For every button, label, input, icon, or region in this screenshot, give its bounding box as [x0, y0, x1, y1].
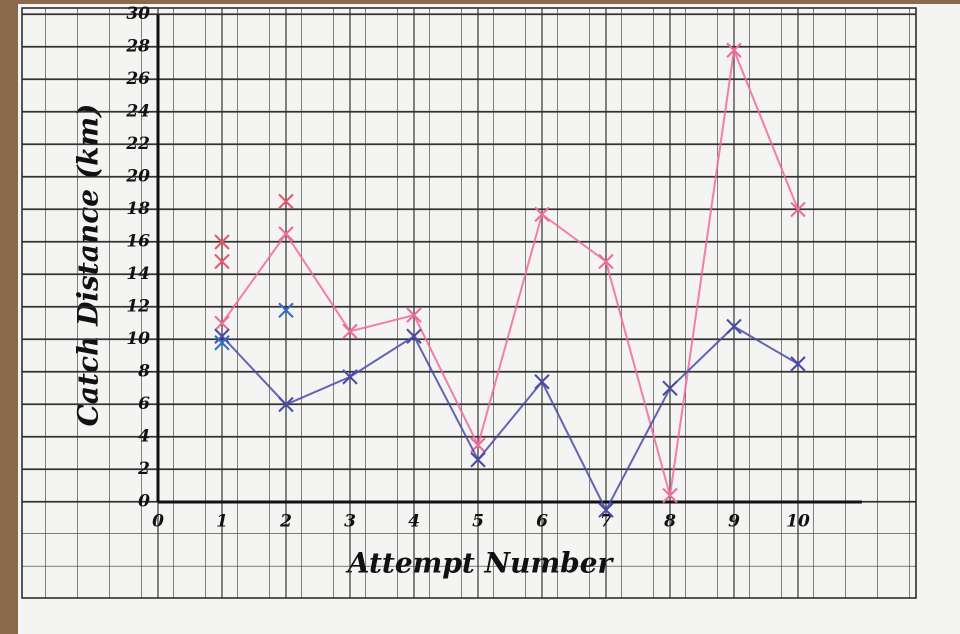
y-tick-label: 4	[138, 427, 150, 447]
y-tick-label: 14	[126, 264, 150, 284]
x-tick-label: 6	[536, 512, 548, 532]
x-tick-label: 9	[728, 512, 740, 532]
y-tick-label: 2	[137, 459, 150, 479]
y-tick-label: 10	[126, 329, 150, 349]
chart: Attempt Number Catch Distance (km) 02468…	[0, 0, 960, 634]
y-tick-label: 22	[125, 134, 150, 154]
y-tick-label: 0	[138, 492, 150, 512]
y-tick-label: 16	[126, 232, 150, 252]
y-tick-label: 30	[126, 4, 150, 24]
y-tick-label: 28	[125, 37, 150, 57]
x-tick-label: 2	[279, 512, 292, 532]
y-tick-label: 20	[125, 167, 150, 187]
paper-grid	[22, 8, 916, 598]
x-tick-label: 10	[786, 512, 810, 532]
x-tick-label: 8	[663, 512, 676, 532]
x-tick-label: 5	[472, 512, 484, 532]
y-tick-label: 6	[138, 394, 150, 414]
x-tick-label: 4	[408, 512, 420, 532]
x-tick-label: 3	[344, 512, 356, 532]
y-tick-label: 24	[125, 102, 150, 122]
y-tick-label: 18	[126, 199, 150, 219]
y-tick-label: 12	[126, 297, 150, 317]
x-axis-label: Attempt Number	[345, 547, 615, 580]
x-tick-label: 1	[216, 512, 228, 532]
y-axis-label: Catch Distance (km)	[72, 104, 105, 427]
page: {"chart_data": {"type": "line", "x_label…	[0, 0, 960, 634]
y-tick-label: 8	[137, 362, 150, 382]
x-tick-label: 0	[152, 512, 164, 532]
y-tick-label: 26	[125, 69, 150, 89]
